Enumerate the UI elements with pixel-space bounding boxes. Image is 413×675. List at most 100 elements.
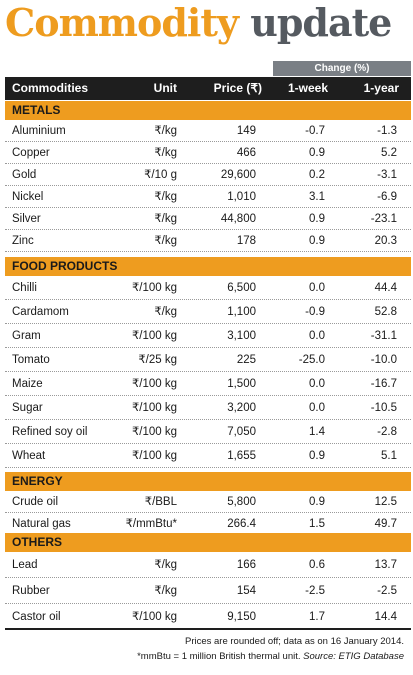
cell-unit: ₹/100 kg	[131, 330, 177, 342]
cell-name: Gram	[12, 330, 41, 342]
table-row: Maize ₹/100 kg 1,500 0.0 -16.7	[5, 372, 411, 396]
cell-year: -2.8	[377, 426, 397, 438]
cell-week: 0.9	[309, 213, 325, 225]
table-row: Zinc ₹/kg 178 0.9 20.3	[5, 230, 411, 252]
cell-year: -1.3	[377, 125, 397, 137]
cell-week: 0.2	[309, 169, 325, 181]
cell-week: -2.5	[305, 585, 325, 597]
cell-year: 52.8	[374, 306, 397, 318]
footnote-source: Source: ETIG Database	[303, 651, 404, 662]
cell-name: Tomato	[12, 354, 50, 366]
table-row: Copper ₹/kg 466 0.9 5.2	[5, 142, 411, 164]
section-header: METALS	[5, 101, 411, 120]
cell-name: Cardamom	[12, 306, 69, 318]
cell-unit: ₹/mmBtu*	[125, 518, 177, 530]
cell-price: 154	[236, 585, 256, 597]
cell-week: 0.0	[309, 378, 325, 390]
cell-year: 5.2	[381, 147, 397, 159]
cell-price: 1,100	[227, 306, 256, 318]
cell-unit: ₹/100 kg	[131, 450, 177, 462]
table-row: Natural gas ₹/mmBtu* 266.4 1.5 49.7	[5, 513, 411, 535]
section-title: OTHERS	[12, 535, 63, 549]
cell-price: 225	[236, 354, 256, 366]
cell-name: Lead	[12, 559, 38, 571]
cell-name: Nickel	[12, 191, 44, 203]
cell-price: 6,500	[227, 282, 256, 294]
column-header-row: Commodities Unit Price (₹) 1-week 1-year	[5, 77, 411, 100]
table-bottom-rule	[5, 628, 411, 630]
cell-year: -3.1	[377, 169, 397, 181]
cell-price: 1,500	[227, 378, 256, 390]
cell-price: 9,150	[227, 611, 256, 623]
cell-price: 3,100	[227, 330, 256, 342]
table-row: Crude oil ₹/BBL 5,800 0.9 12.5	[5, 491, 411, 513]
cell-price: 29,600	[220, 169, 256, 181]
cell-name: Rubber	[12, 585, 50, 597]
cell-week: 0.9	[309, 147, 325, 159]
cell-year: -2.5	[377, 585, 397, 597]
table-row: Refined soy oil ₹/100 kg 7,050 1.4 -2.8	[5, 420, 411, 444]
cell-week: 0.9	[309, 235, 325, 247]
header-1-week: 1-week	[287, 81, 328, 95]
cell-unit: ₹/100 kg	[131, 282, 177, 294]
cell-name: Chilli	[12, 282, 37, 294]
cell-unit: ₹/25 kg	[138, 354, 177, 366]
cell-year: -6.9	[377, 191, 397, 203]
table-row: Rubber ₹/kg 154 -2.5 -2.5	[5, 578, 411, 604]
cell-week: -0.9	[305, 306, 325, 318]
table-row: Castor oil ₹/100 kg 9,150 1.7 14.4	[5, 604, 411, 630]
cell-year: 49.7	[374, 518, 397, 530]
section-header: FOOD PRODUCTS	[5, 257, 411, 276]
table-row: Nickel ₹/kg 1,010 3.1 -6.9	[5, 186, 411, 208]
page-title: Commodity update	[5, 0, 392, 46]
cell-week: 0.0	[309, 330, 325, 342]
table-row: Gram ₹/100 kg 3,100 0.0 -31.1	[5, 324, 411, 348]
table-row: Cardamom ₹/kg 1,100 -0.9 52.8	[5, 300, 411, 324]
table-row: Chilli ₹/100 kg 6,500 0.0 44.4	[5, 276, 411, 300]
footnote-line-2: *mmBtu = 1 million British thermal unit.…	[137, 651, 404, 662]
cell-year: 44.4	[374, 282, 397, 294]
cell-name: Zinc	[12, 235, 34, 247]
cell-week: -0.7	[305, 125, 325, 137]
cell-price: 466	[236, 147, 256, 159]
section-title: METALS	[12, 103, 61, 117]
section-title: ENERGY	[12, 474, 63, 488]
cell-name: Wheat	[12, 450, 46, 462]
cell-week: 1.4	[309, 426, 325, 438]
cell-unit: ₹/kg	[154, 147, 177, 159]
cell-week: -25.0	[298, 354, 325, 366]
cell-year: 20.3	[374, 235, 397, 247]
header-commodities: Commodities	[12, 81, 89, 95]
table-row: Aluminium ₹/kg 149 -0.7 -1.3	[5, 120, 411, 142]
table-row: Lead ₹/kg 166 0.6 13.7	[5, 552, 411, 578]
cell-unit: ₹/100 kg	[131, 426, 177, 438]
cell-name: Copper	[12, 147, 50, 159]
table-row: Gold ₹/10 g 29,600 0.2 -3.1	[5, 164, 411, 186]
cell-week: 0.9	[309, 450, 325, 462]
cell-year: -23.1	[370, 213, 397, 225]
cell-unit: ₹/10 g	[144, 169, 177, 181]
cell-year: 12.5	[374, 496, 397, 508]
title-word-update: update	[250, 0, 392, 45]
cell-name: Castor oil	[12, 611, 61, 623]
cell-unit: ₹/100 kg	[131, 611, 177, 623]
change-group-header: Change (%)	[273, 61, 411, 76]
cell-price: 5,800	[227, 496, 256, 508]
cell-name: Aluminium	[12, 125, 66, 137]
cell-week: 3.1	[309, 191, 325, 203]
cell-name: Crude oil	[12, 496, 59, 508]
section-title: FOOD PRODUCTS	[12, 259, 118, 273]
table-row: Wheat ₹/100 kg 1,655 0.9 5.1	[5, 444, 411, 468]
cell-year: -10.0	[370, 354, 397, 366]
cell-name: Natural gas	[12, 518, 71, 530]
cell-unit: ₹/kg	[154, 306, 177, 318]
cell-price: 1,655	[227, 450, 256, 462]
section-header: ENERGY	[5, 472, 411, 491]
table-row: Sugar ₹/100 kg 3,200 0.0 -10.5	[5, 396, 411, 420]
cell-unit: ₹/kg	[154, 559, 177, 571]
cell-price: 149	[236, 125, 256, 137]
cell-unit: ₹/kg	[154, 235, 177, 247]
cell-unit: ₹/kg	[154, 191, 177, 203]
cell-week: 0.0	[309, 402, 325, 414]
cell-price: 1,010	[227, 191, 256, 203]
